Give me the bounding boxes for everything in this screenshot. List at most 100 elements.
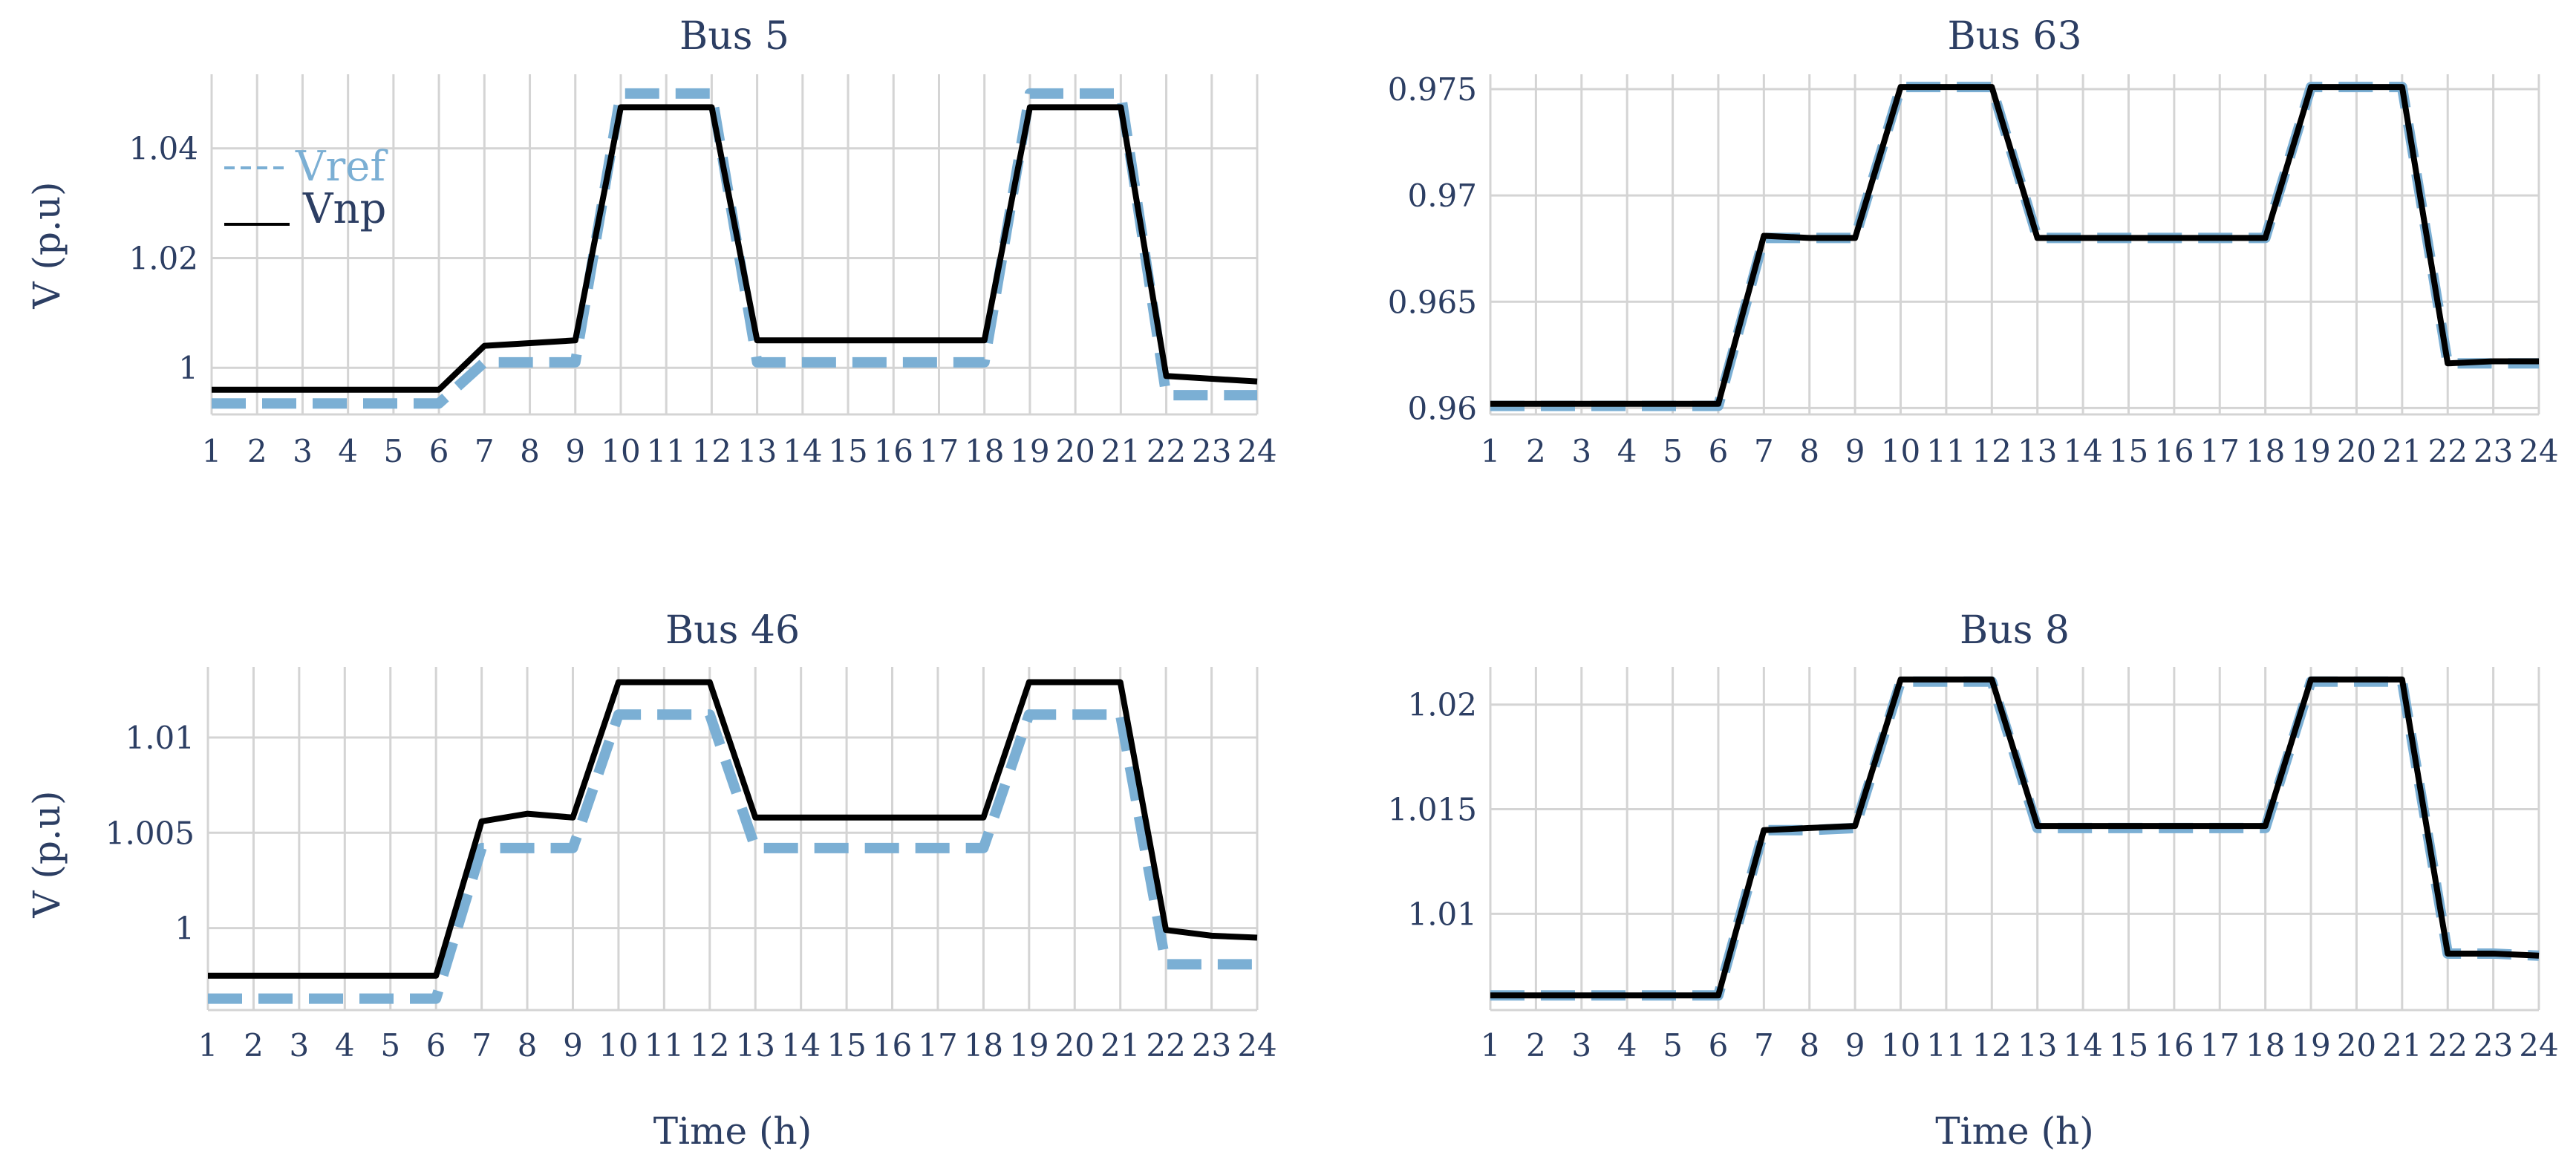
series-line-vref [208,709,1257,1004]
x-tick-label: 18 [965,433,1004,469]
x-tick-label: 17 [2200,433,2240,469]
x-tick-label: 14 [2063,1027,2102,1064]
x-tick-label: 18 [2246,433,2285,469]
x-tick-label: 17 [918,1027,957,1064]
chart-panel-4: 1 2 3 4 5 6 7 8 9 10 11 12 13 14 15 16 17 18 19 20 21 22 23 241… [1388,608,2559,1153]
legend-label-vref: Vref [295,143,388,191]
x-tick-label: 4 [1617,1027,1637,1064]
series-line-vnp [212,104,1258,393]
x-tick-label: 13 [737,433,777,469]
x-tick-label: 21 [2382,433,2422,469]
y-tick-label: 0.965 [1388,284,1477,320]
x-tick-label: 18 [2246,1027,2285,1064]
x-tick-label: 2 [1526,433,1546,469]
x-tick-label: 10 [1881,433,1920,469]
x-tick-label: 8 [1799,1027,1819,1064]
chart-title: Bus 46 [665,608,800,653]
x-tick-label: 7 [475,433,495,469]
x-tick-label: 5 [380,1027,400,1064]
x-tick-label: 1 [202,433,222,469]
chart-title: Bus 63 [1947,14,2081,59]
x-tick-label: 6 [426,1027,446,1064]
x-tick-label: 5 [384,433,404,469]
x-tick-label: 9 [565,433,585,469]
x-tick-label: 11 [645,1027,684,1064]
x-tick-label: 9 [563,1027,583,1064]
x-tick-label: 17 [919,433,959,469]
x-tick-label: 12 [1972,433,2012,469]
y-tick-label: 1.02 [128,240,198,276]
x-tick-label: 14 [781,1027,821,1064]
x-tick-label: 5 [1663,433,1683,469]
x-tick-label: 14 [2063,433,2102,469]
x-tick-label: 4 [1617,433,1637,469]
x-tick-label: 24 [1237,1027,1276,1064]
x-tick-label: 7 [1754,433,1774,469]
x-tick-label: 22 [1147,433,1186,469]
y-tick-label: 0.975 [1388,71,1477,108]
x-tick-label: 10 [599,1027,638,1064]
x-tick-label: 20 [2337,1027,2376,1064]
x-tick-label: 24 [2519,433,2558,469]
x-tick-label: 23 [1192,1027,1231,1064]
x-tick-label: 23 [1192,433,1231,469]
x-tick-label: 4 [338,433,358,469]
x-tick-label: 9 [1845,1027,1865,1064]
x-axis-label: Time (h) [1935,1110,2093,1153]
x-tick-label: 23 [2474,1027,2513,1064]
x-tick-label: 13 [2018,433,2057,469]
x-tick-label: 22 [2427,1027,2467,1064]
x-tick-label: 15 [2109,433,2148,469]
y-tick-label: 1 [178,350,198,386]
x-tick-label: 23 [2474,433,2513,469]
x-tick-label: 16 [2154,1027,2194,1064]
x-tick-label: 7 [1754,1027,1774,1064]
x-tick-label: 8 [518,1027,538,1064]
y-tick-label: 1.02 [1407,687,1477,723]
series-line-vnp [1490,84,2539,407]
x-tick-label: 22 [2427,433,2467,469]
x-tick-label: 1 [1481,1027,1501,1064]
x-tick-label: 19 [1010,433,1049,469]
x-tick-label: 17 [2200,1027,2240,1064]
x-tick-label: 9 [1845,433,1865,469]
y-tick-label: 1.01 [1407,896,1477,932]
x-tick-label: 6 [1709,1027,1729,1064]
x-tick-label: 24 [1237,433,1276,469]
x-tick-label: 20 [2337,433,2376,469]
series-line-vnp [208,679,1258,979]
x-tick-label: 8 [520,433,540,469]
x-tick-label: 10 [1881,1027,1920,1064]
x-tick-label: 3 [1571,1027,1591,1064]
chart-panel-1: 1 2 3 4 5 6 7 8 9 10 11 12 13 14 15 16 17 18 19 20 21 22 23 241… [25,14,1277,469]
x-tick-label: 2 [247,433,267,469]
x-tick-label: 22 [1146,1027,1185,1064]
x-tick-label: 1 [1481,433,1501,469]
x-tick-label: 21 [1101,433,1141,469]
y-tick-label: 0.96 [1407,390,1477,426]
x-tick-label: 16 [874,433,913,469]
chart-title: Bus 8 [1960,608,2070,653]
x-tick-label: 16 [2154,433,2194,469]
x-tick-label: 8 [1799,433,1819,469]
x-tick-label: 24 [2519,1027,2558,1064]
x-tick-label: 19 [2291,433,2330,469]
x-tick-label: 3 [1571,433,1591,469]
x-tick-label: 12 [692,433,731,469]
x-axis-label: Time (h) [653,1110,812,1153]
y-axis-label: V (p.u) [25,181,68,309]
x-tick-label: 3 [293,433,313,469]
x-tick-label: 15 [828,433,867,469]
x-tick-label: 6 [429,433,449,469]
x-tick-label: 15 [826,1027,866,1064]
x-tick-label: 6 [1709,433,1729,469]
x-tick-label: 12 [690,1027,729,1064]
y-tick-label: 1 [175,911,195,947]
x-tick-label: 3 [290,1027,310,1064]
x-tick-label: 14 [783,433,822,469]
y-tick-label: 0.97 [1407,178,1477,214]
x-tick-label: 5 [1663,1027,1683,1064]
chart-title: Bus 5 [679,14,789,59]
